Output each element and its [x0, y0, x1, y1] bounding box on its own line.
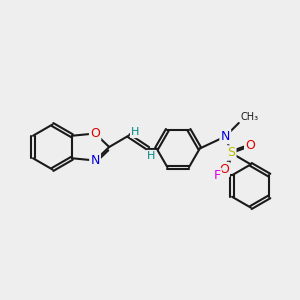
Text: H: H — [131, 127, 140, 137]
Text: H: H — [147, 151, 155, 161]
Text: N: N — [90, 154, 100, 167]
Text: F: F — [214, 169, 220, 182]
Text: O: O — [219, 163, 229, 176]
Text: N: N — [220, 130, 230, 143]
Text: S: S — [227, 146, 235, 160]
Text: O: O — [245, 139, 255, 152]
Text: CH₃: CH₃ — [240, 112, 258, 122]
Text: O: O — [90, 127, 100, 140]
